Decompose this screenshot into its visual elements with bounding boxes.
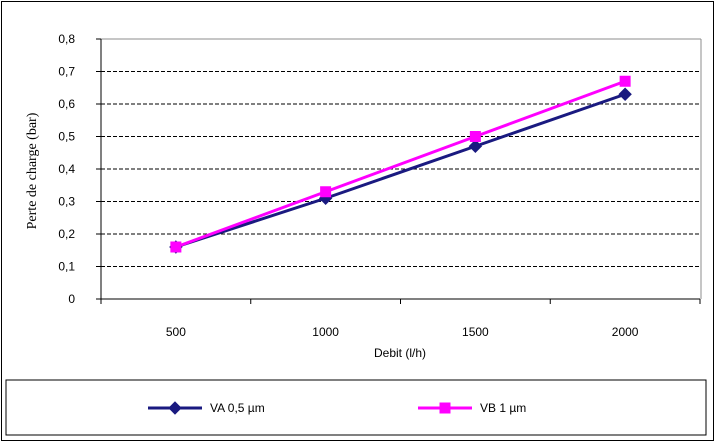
series-line-vb	[175, 79, 626, 249]
legend-marker	[439, 402, 451, 414]
series-lines	[169, 75, 632, 254]
y-tick-labels: 0 0,1 0,2 0,3 0,4 0,5 0,6 0,7 0,8	[58, 32, 75, 306]
y-tick-label: 0,1	[58, 260, 75, 274]
x-axis-title: Debit (l/h)	[374, 346, 426, 360]
y-tick-label: 0,7	[58, 65, 75, 79]
y-axis-title: Perte de charge (bar)	[25, 112, 40, 229]
x-tick-labels: 500 1000 1500 2000	[166, 325, 639, 339]
gridlines	[101, 38, 702, 299]
x-tick-label: 2000	[612, 325, 639, 339]
data-point-vb	[619, 75, 631, 87]
y-tick-label: 0,6	[58, 97, 75, 111]
legend: VA 0,5 µm VB 1 µm	[5, 379, 707, 436]
y-tick-label: 0,5	[58, 130, 75, 144]
axes	[96, 38, 701, 304]
legend-label: VA 0,5 µm	[210, 401, 265, 415]
series-line-va	[175, 92, 626, 249]
data-point-va	[618, 87, 632, 101]
x-tick-label: 1500	[462, 325, 489, 339]
data-point-vb	[469, 131, 481, 142]
x-tick-label: 500	[166, 325, 186, 339]
data-point-vb	[320, 186, 332, 198]
legend-marker	[168, 401, 182, 415]
legend-label: VB 1 µm	[480, 401, 526, 415]
legend-box	[5, 379, 707, 436]
data-point-va	[468, 139, 483, 153]
y-tick-label: 0,8	[58, 32, 75, 46]
y-tick-label: 0,3	[58, 195, 75, 209]
y-tick-label: 0	[68, 292, 75, 306]
y-tick-label: 0,4	[58, 162, 75, 176]
data-point-vb	[170, 241, 182, 253]
y-tick-label: 0,2	[58, 227, 75, 241]
x-tick-label: 1000	[312, 325, 339, 339]
